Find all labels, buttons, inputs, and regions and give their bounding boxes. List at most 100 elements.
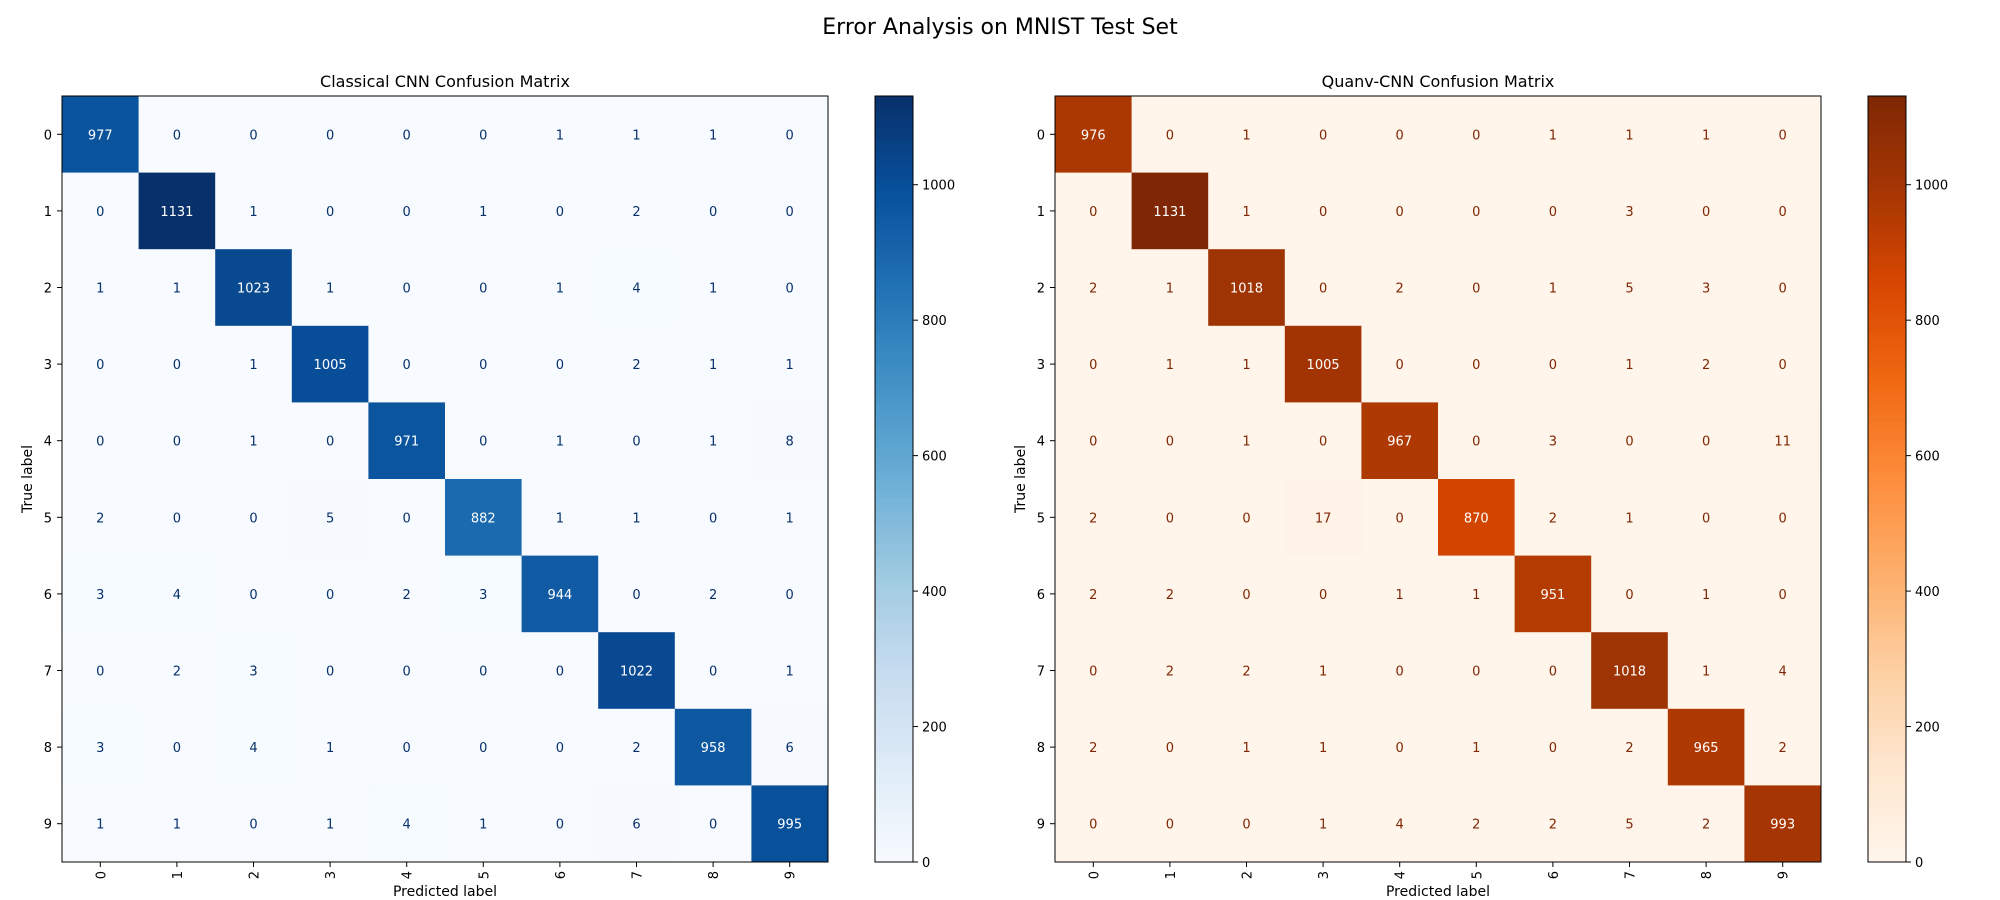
heatmap-cell [1284, 172, 1362, 250]
heatmap-cell [1055, 96, 1133, 174]
cell-value-label: 0 [403, 205, 411, 220]
colorbar-segment [1868, 313, 1906, 321]
x-tick-label: 1 [1164, 871, 1179, 879]
cell-value-label: 0 [326, 665, 334, 680]
heatmap-cell [1591, 402, 1669, 480]
cell-value-label: 0 [1319, 282, 1327, 297]
cell-value-label: 2 [632, 205, 640, 220]
heatmap-cell [1744, 402, 1822, 480]
cell-value-label: 0 [1089, 818, 1097, 833]
cell-value-label: 995 [777, 818, 802, 833]
cell-value-label: 0 [1472, 128, 1480, 143]
colorbar-segment [875, 261, 913, 269]
heatmap-cell [1131, 555, 1209, 633]
cell-value-label: 0 [249, 588, 257, 603]
cell-value-label: 1022 [620, 665, 653, 680]
heatmap-cell [1361, 479, 1439, 557]
heatmap-cell [291, 172, 369, 250]
heatmap-cell [291, 632, 369, 710]
cell-value-label: 1 [1242, 205, 1250, 220]
heatmap-cell [62, 555, 140, 633]
cell-value-label: 0 [173, 741, 181, 756]
cell-value-label: 0 [1166, 128, 1174, 143]
colorbar-segment [1868, 281, 1906, 289]
y-tick-label: 4 [44, 435, 52, 450]
cell-value-label: 976 [1081, 128, 1106, 143]
colorbar-segment [875, 210, 913, 218]
heatmap-cell [1514, 402, 1592, 480]
colorbar-segment [875, 140, 913, 148]
heatmap-cell [1361, 555, 1439, 633]
cell-value-label: 0 [479, 665, 487, 680]
colorbar-segment [875, 810, 913, 818]
colorbar-segment [1868, 402, 1906, 410]
colorbar-segment [1868, 479, 1906, 486]
cell-value-label: 965 [1694, 741, 1719, 756]
cell-value-label: 0 [709, 205, 717, 220]
colorbar-segment [875, 102, 913, 110]
heatmap-cell [62, 708, 140, 786]
cell-value-label: 2 [1166, 588, 1174, 603]
heatmap-cell [445, 172, 523, 250]
cell-value-label: 0 [1089, 358, 1097, 373]
colorbar-segment [875, 408, 913, 416]
cell-value-label: 0 [1242, 818, 1250, 833]
colorbar-segment [1868, 753, 1906, 761]
colorbar-segment [1868, 453, 1906, 461]
cell-value-label: 3 [1702, 282, 1710, 297]
cell-value-label: 2 [709, 588, 717, 603]
x-tick-label: 0 [94, 871, 109, 879]
cell-value-label: 1 [479, 205, 487, 220]
colorbar-segment [875, 217, 913, 225]
cell-value-label: 1 [326, 282, 334, 297]
colorbar-segment [875, 332, 913, 340]
cell-value-label: 1 [173, 818, 181, 833]
cell-value-label: 870 [1464, 511, 1489, 526]
heatmap-cell [1591, 325, 1669, 403]
colorbar-segment [1868, 625, 1906, 633]
colorbar-segment [1868, 485, 1906, 493]
cell-value-label: 0 [1625, 588, 1633, 603]
heatmap-cell [138, 402, 216, 480]
cell-value-label: 0 [1702, 511, 1710, 526]
colorbar-segment [875, 830, 913, 838]
heatmap-cell [1208, 555, 1286, 633]
colorbar-segment [1868, 696, 1906, 704]
cell-value-label: 0 [479, 741, 487, 756]
cell-value-label: 0 [403, 741, 411, 756]
cell-value-label: 2 [1549, 511, 1557, 526]
heatmap-cell [1208, 96, 1286, 174]
cell-value-label: 0 [1396, 511, 1404, 526]
colorbar-segment [1868, 747, 1906, 755]
cell-value-label: 1 [1242, 128, 1250, 143]
heatmap-cell [1667, 632, 1745, 710]
colorbar-segment [1868, 332, 1906, 340]
cell-value-label: 2 [1089, 282, 1097, 297]
cell-value-label: 1 [1625, 511, 1633, 526]
cell-value-label: 1 [96, 282, 104, 297]
cell-value-label: 0 [1396, 741, 1404, 756]
cell-value-label: 0 [1242, 511, 1250, 526]
colorbar-segment [875, 223, 913, 231]
colorbar-segment [875, 434, 913, 442]
heatmap-cell [1131, 708, 1209, 786]
heatmap-cell [62, 325, 140, 403]
heatmap-cell [1514, 172, 1592, 250]
cell-value-label: 0 [1396, 128, 1404, 143]
heatmap-cell [598, 785, 676, 863]
colorbar-segment [1868, 115, 1906, 123]
cell-value-label: 1 [556, 128, 564, 143]
colorbar-segment [1868, 319, 1906, 327]
colorbar-segment [1868, 587, 1906, 595]
colorbar-segment [875, 96, 913, 103]
colorbar-segment [875, 855, 913, 863]
colorbar-segment [875, 396, 913, 403]
heatmap-cell [1438, 785, 1516, 863]
cell-value-label: 0 [556, 741, 564, 756]
heatmap-cell [1438, 96, 1516, 174]
colorbar-segment [875, 530, 913, 538]
cell-value-label: 1 [1549, 282, 1557, 297]
cell-value-label: 0 [173, 435, 181, 450]
heatmap-cell [1591, 708, 1669, 786]
cell-value-label: 3 [249, 665, 257, 680]
